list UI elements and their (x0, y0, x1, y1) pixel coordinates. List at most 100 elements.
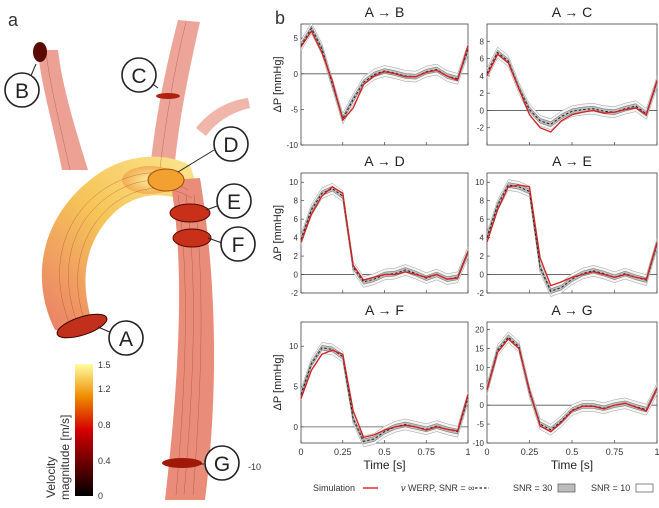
y-tick-label: 2 (294, 252, 299, 261)
y-tick-label: 10 (289, 178, 298, 187)
y-tick-label: 6 (480, 55, 485, 64)
chart-axes-frame (300, 23, 469, 146)
cut-planes (33, 42, 212, 468)
legend: Simulation ν WERP, SNR = ∞ SNR = 30 SNR … (313, 483, 654, 493)
simulation-line (486, 184, 658, 287)
y-tick-label: 0 (480, 106, 485, 115)
plane-c (156, 93, 180, 99)
y-tick-label: 10 (475, 363, 484, 372)
y-tick-label: 10 (475, 178, 484, 187)
chart-title: A → C (552, 4, 592, 20)
simulation-line (486, 53, 658, 133)
colorbar: 1.5 1.2 0.8 0.4 0 Velocity magnitude [m/… (44, 360, 111, 501)
chart-panel: A → G -10 -5 0 5 10 15 20 0 0.25 0.5 0.75 1 Time [s] (472, 302, 659, 472)
x-axis-label: Time [s] (363, 458, 405, 472)
colorbar-tick: 0 (98, 491, 103, 501)
legend-snr10-label: SNR = 10 (591, 483, 630, 493)
vessel-branch-b (38, 50, 88, 170)
marker-b-label: B (15, 80, 29, 103)
y-tick-label: 8 (480, 197, 485, 206)
marker-g: G (204, 445, 240, 481)
y-tick-label: -2 (477, 289, 485, 298)
colorbar-ticks: 1.5 1.2 0.8 0.4 0 (98, 360, 111, 501)
colorbar-label-line1: Velocity (44, 457, 58, 498)
plane-d (147, 168, 185, 192)
legend-snr10-swatch (635, 483, 654, 493)
y-tick-label: 0 (294, 271, 299, 280)
x-tick-label: 0.75 (417, 447, 435, 457)
chart-axes-frame (486, 23, 658, 146)
y-tick-label: 0 (294, 423, 299, 432)
y-tick-label: 0 (294, 70, 299, 79)
marker-e: E (216, 183, 252, 219)
plane-e (169, 203, 211, 223)
y-tick-label: 10 (289, 342, 298, 351)
y-tick-label: -5 (291, 105, 299, 114)
marker-g-label: G (214, 453, 230, 476)
marker-f-label: F (232, 234, 245, 257)
legend-simulation-label: Simulation (313, 483, 355, 493)
legend-vwerp-prefix: ν (401, 483, 406, 493)
y-tick-label: 4 (480, 234, 485, 243)
vessel-branch-right (196, 98, 250, 136)
panel-a: a (4, 10, 261, 501)
plane-b (33, 42, 47, 62)
plane-a (56, 313, 108, 339)
y-axis-label: ΔP [mmHg] (272, 56, 284, 112)
simulation-line (486, 338, 658, 433)
panel-b: b A → B -10 -5 0 5 ΔP [mmHg] A → C -2 0 2 4 6 8 A → D… (272, 4, 659, 493)
simulation-line (300, 185, 469, 281)
x-axis-label: Time [s] (551, 458, 593, 472)
y-tick-label: 4 (480, 72, 485, 81)
chart-title: A → E (552, 153, 592, 169)
marker-c: C (121, 57, 157, 93)
y-axis-label: ΔP [mmHg] (272, 354, 284, 410)
y-tick-label: 6 (480, 215, 485, 224)
simulation-line (300, 29, 469, 122)
y-axis-label: ΔP [mmHg] (272, 205, 284, 261)
legend-vwerp-label: WERP, SNR = ∞ (408, 483, 475, 493)
chart-panel: A → E -2 0 2 4 6 8 10 (475, 153, 658, 298)
chart-panel: A → C -2 0 2 4 6 8 (477, 4, 658, 146)
snr10-band (486, 331, 658, 436)
vessel-descending (165, 178, 215, 500)
y-tick-label: 2 (480, 89, 485, 98)
y-tick-label: 4 (294, 234, 299, 243)
chart-title: A → B (365, 4, 405, 20)
colorbar-label-line2: magnitude [m/s] (58, 415, 72, 500)
x-tick-label: 1 (654, 447, 659, 457)
x-tick-label: 0 (298, 447, 303, 457)
y-tick-label: 5 (294, 34, 299, 43)
simulation-line (300, 349, 469, 439)
y-tick-label: 8 (480, 37, 485, 46)
colorbar-tick: 1.2 (98, 384, 111, 394)
legend-snr30-swatch (557, 483, 576, 493)
y-tick-label: -10 (286, 141, 298, 150)
colorbar-tick: 1.5 (98, 360, 111, 370)
marker-d: D (213, 126, 249, 162)
panel-label-a: a (8, 10, 19, 30)
colorbar-tick: 0.4 (98, 456, 111, 466)
x-tick-label: 1 (465, 447, 470, 457)
chart-title: A → F (365, 302, 404, 318)
chart-panel: A → F 0 5 10 0 0.25 0.5 0.75 1 Time [s] ΔP [mmHg] (272, 302, 471, 472)
chart-title: A → D (364, 153, 404, 169)
y-tick-label: 8 (294, 197, 299, 206)
vessel-arch (41, 156, 205, 330)
y-tick-label: 0 (480, 401, 485, 410)
y-tick-label: -2 (477, 124, 485, 133)
chart-grid: A → B -10 -5 0 5 ΔP [mmHg] A → C -2 0 2 4 6 8 A → D -2… (272, 4, 659, 472)
marker-a-label: A (119, 328, 133, 351)
y-tick-label: -5 (477, 420, 485, 429)
y-tick-label: 6 (294, 215, 299, 224)
chart-panel: A → B -10 -5 0 5 ΔP [mmHg] (272, 4, 469, 150)
x-tick-label: 0.25 (521, 447, 539, 457)
x-tick-label: 0.5 (566, 447, 579, 457)
panel-label-b: b (275, 8, 285, 28)
marker-b: B (4, 72, 40, 108)
snr30-band (486, 49, 658, 127)
x-tick-label: 0.5 (378, 447, 391, 457)
plane-f (172, 228, 212, 248)
x-tick-label: 0.75 (606, 447, 624, 457)
